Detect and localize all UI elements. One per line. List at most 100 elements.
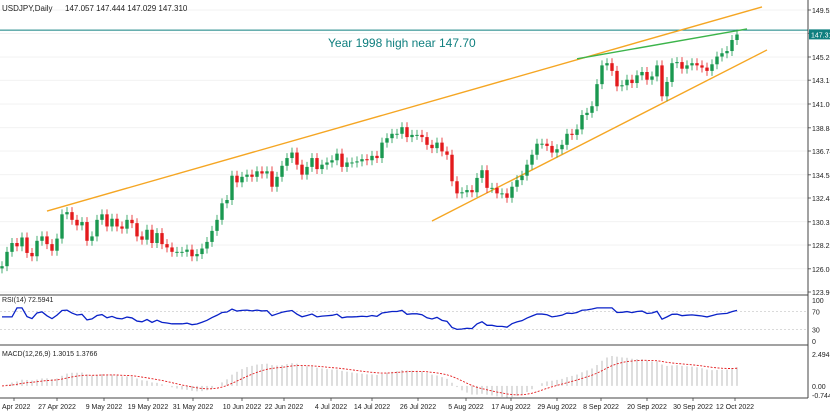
price-tick-label: 138.84 — [812, 126, 830, 133]
candle-body — [475, 177, 479, 193]
candle-body — [180, 251, 184, 253]
last-price-label: 147.31 — [811, 32, 830, 39]
candle-body — [540, 143, 544, 145]
candle-body — [10, 243, 14, 252]
candle-body — [585, 112, 589, 116]
candle-body — [140, 236, 144, 240]
candle-body — [380, 142, 384, 159]
candle-body — [435, 142, 439, 149]
candle-body — [660, 65, 664, 97]
price-tick-label: 134.58 — [812, 173, 830, 180]
candle-body — [315, 158, 319, 170]
date-tick-label: 22 Jun 2022 — [265, 404, 304, 411]
date-tick-label: 17 Aug 2022 — [491, 404, 530, 411]
date-tick-label: 30 Sep 2022 — [673, 404, 713, 411]
candle-body — [195, 254, 199, 257]
candle-body — [365, 159, 369, 161]
candle-body — [190, 249, 194, 257]
candle-body — [375, 155, 379, 159]
candle-body — [560, 144, 564, 150]
candle-body — [445, 151, 449, 155]
candle-body — [290, 152, 294, 159]
candle-body — [185, 249, 189, 252]
candle-body — [695, 63, 699, 66]
candle-body — [240, 176, 244, 183]
candle-body — [335, 153, 339, 161]
price-tick-label: 145.26 — [812, 55, 830, 62]
date-tick-label: Apr 2022 — [2, 404, 31, 411]
price-tick-label: 126.06 — [812, 267, 830, 274]
candle-body — [685, 65, 689, 69]
date-tick-label: 4 Jul 2022 — [315, 404, 347, 411]
candle-body — [595, 84, 599, 107]
candle-body — [45, 236, 49, 245]
ohlc-values: 147.057 147.444 147.029 147.310 — [65, 4, 188, 13]
candle-body — [455, 181, 459, 194]
candle-body — [220, 203, 224, 220]
candle-body — [655, 65, 659, 77]
candle-body — [175, 251, 179, 253]
candle-body — [355, 161, 359, 163]
candle-body — [565, 133, 569, 145]
candle-body — [450, 154, 454, 182]
date-tick-label: 19 May 2022 — [128, 404, 169, 411]
candle-body — [370, 155, 374, 161]
candle-body — [730, 40, 734, 52]
date-tick-label: 31 May 2022 — [173, 404, 214, 411]
candle-body — [570, 133, 574, 135]
candle-body — [395, 133, 399, 135]
last-price-tag — [809, 29, 830, 40]
candle-body — [425, 137, 429, 145]
candle-body — [535, 143, 539, 155]
candle-body — [305, 166, 309, 175]
lower-wedge-line — [431, 49, 768, 222]
macd-tick-label: 0.00 — [812, 384, 826, 391]
candle-body — [690, 63, 694, 66]
candle-body — [135, 223, 139, 237]
candle-body — [205, 241, 209, 249]
date-tick-label: 27 Apr 2022 — [38, 404, 76, 411]
candle-body — [40, 236, 44, 241]
date-tick-label: 10 Jun 2022 — [223, 404, 262, 411]
date-tick-label: 12 Oct 2022 — [716, 404, 754, 411]
candle-body — [460, 192, 464, 194]
candle-body — [275, 176, 279, 187]
candle-body — [600, 65, 604, 85]
price-axis: 149.52147.41145.26143.16141.00138.84136.… — [808, 8, 830, 400]
candle-body — [255, 171, 259, 177]
rsi-tick-label: 30 — [812, 328, 820, 335]
candle-body — [700, 65, 704, 68]
candle-body — [325, 162, 329, 165]
macd-tick-label: -0.7444 — [812, 393, 830, 400]
candle-body — [575, 129, 579, 135]
candle-body — [480, 170, 484, 178]
date-tick-label: 26 Jul 2022 — [400, 404, 436, 411]
candle-body — [350, 162, 354, 164]
candle-body — [20, 237, 24, 247]
candle-body — [580, 115, 584, 130]
candle-body — [75, 219, 79, 226]
candle-body — [590, 106, 594, 113]
candle-body — [55, 238, 59, 251]
candle-body — [505, 193, 509, 198]
candle-body — [5, 251, 9, 267]
candle-body — [485, 170, 489, 188]
candle-body — [85, 222, 89, 241]
candle-body — [720, 53, 724, 57]
macd-panel — [1, 356, 738, 398]
candle-body — [405, 127, 409, 138]
candle-body — [675, 62, 679, 64]
candle-body — [465, 190, 469, 193]
candle-body — [670, 63, 674, 82]
candle-body — [420, 134, 424, 138]
candle-body — [645, 72, 649, 80]
candle-body — [165, 244, 169, 248]
candle-body — [150, 229, 154, 244]
candle-body — [715, 56, 719, 65]
rsi-label: RSI(14) 72.5941 — [2, 297, 53, 304]
candle-body — [520, 175, 524, 181]
macd-tick-label: 2.4945 — [812, 352, 830, 359]
candle-body — [115, 218, 119, 227]
candle-body — [160, 233, 164, 245]
date-tick-label: 8 Sep 2022 — [583, 404, 619, 411]
